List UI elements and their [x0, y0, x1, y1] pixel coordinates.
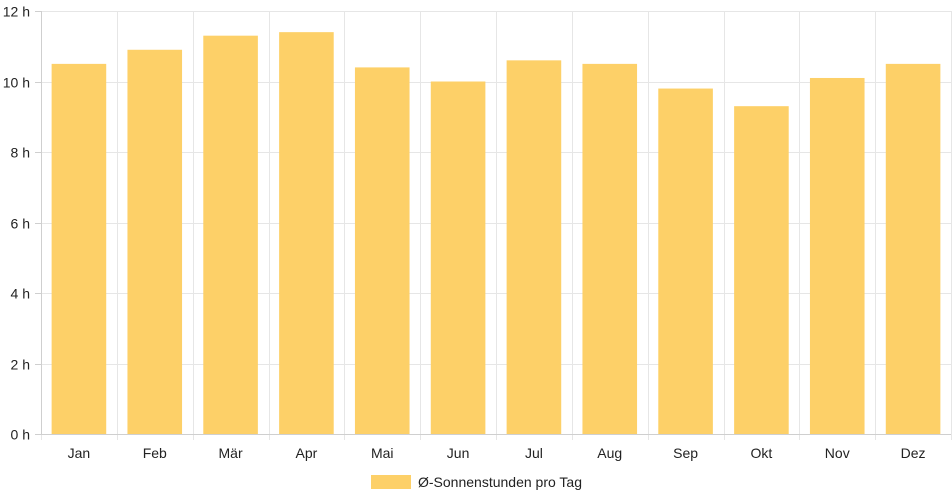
x-tick-label: Dez — [901, 445, 926, 461]
legend[interactable]: Ø-Sonnenstunden pro Tag — [371, 474, 582, 490]
bar[interactable] — [430, 81, 486, 435]
x-tick-label: Apr — [296, 445, 318, 461]
y-tick-label: 6 h — [11, 216, 30, 232]
legend-swatch — [371, 475, 411, 489]
bar[interactable] — [506, 60, 562, 434]
bar[interactable] — [203, 35, 258, 435]
x-tick-label: Okt — [751, 445, 773, 461]
bar[interactable] — [582, 63, 638, 434]
bar[interactable] — [658, 88, 713, 435]
x-tick-label: Feb — [143, 445, 167, 461]
bar[interactable] — [354, 67, 410, 435]
y-tick-label: 0 h — [11, 427, 30, 443]
bar[interactable] — [809, 77, 865, 434]
x-tick-label: Jul — [525, 445, 543, 461]
axes — [35, 11, 951, 435]
y-tick-label: 2 h — [11, 357, 30, 373]
x-tick-label: Jun — [447, 445, 470, 461]
x-tick-label: Sep — [673, 445, 698, 461]
x-tick-labels: Jan Feb Mär Apr Mai Jun Jul Aug Sep Okt Nov Dez — [68, 445, 926, 461]
bars — [51, 32, 941, 435]
legend-label: Ø-Sonnenstunden pro Tag — [418, 474, 582, 490]
y-tick-labels: 0 h 2 h 4 h 6 h 8 h 10 h 12 h — [3, 4, 30, 443]
y-tick-label: 10 h — [3, 75, 30, 91]
y-tick-label: 4 h — [11, 286, 30, 302]
y-tick-label: 12 h — [3, 4, 30, 20]
x-tick-label: Aug — [597, 445, 622, 461]
bar[interactable] — [279, 32, 334, 435]
grid-lines — [41, 11, 952, 440]
bar[interactable] — [885, 63, 941, 434]
bar[interactable] — [51, 63, 107, 434]
x-tick-label: Jan — [68, 445, 91, 461]
x-tick-label: Nov — [825, 445, 850, 461]
bar[interactable] — [127, 49, 183, 435]
bar[interactable] — [734, 106, 789, 435]
y-tick-label: 8 h — [11, 145, 30, 161]
x-tick-label: Mai — [371, 445, 394, 461]
x-tick-label: Mär — [219, 445, 243, 461]
